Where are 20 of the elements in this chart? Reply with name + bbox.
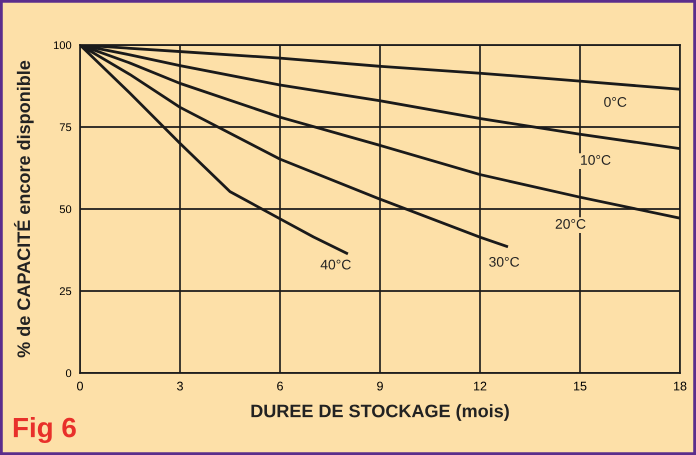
caption: Fig 6 — [14, 416, 76, 444]
series-label: 20°C — [556, 219, 586, 229]
y-tick-label: 75 — [60, 123, 72, 132]
y-tick-label: 0 — [66, 369, 72, 378]
series-label: 10°C — [581, 155, 611, 165]
series-label: 0°C — [604, 97, 626, 107]
x-axis-title: DUREE DE STOCKAGE (mois) — [251, 404, 509, 421]
y-tick-label: 100 — [54, 41, 72, 50]
x-tick-label: 15 — [574, 382, 586, 391]
y-axis-title: % de CAPACITÉ encore disponible — [14, 60, 34, 358]
y-tick-label: 25 — [60, 287, 72, 296]
x-tick-label: 18 — [674, 382, 686, 391]
series-label: 30°C — [489, 256, 520, 267]
y-tick-label: 50 — [60, 205, 72, 214]
x-tick-label: 12 — [474, 382, 486, 390]
x-tick-label: 9 — [377, 382, 383, 391]
x-tick-label: 0 — [77, 382, 83, 391]
x-tick-label: 3 — [177, 382, 183, 391]
x-tick-label: 6 — [277, 382, 283, 391]
series-label: 40°C — [320, 260, 351, 270]
